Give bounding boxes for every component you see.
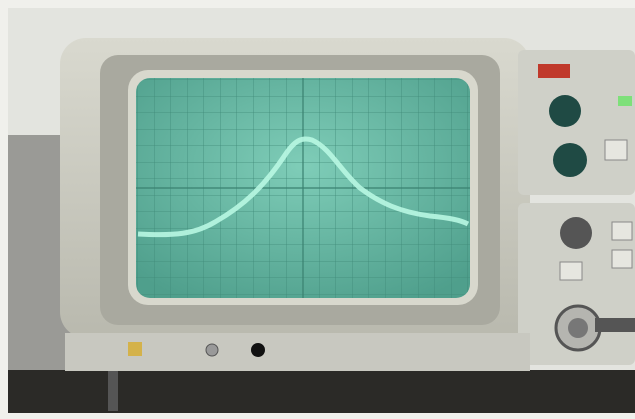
stand xyxy=(108,371,118,411)
table-shadow xyxy=(8,370,635,413)
connector-core xyxy=(568,318,588,338)
button xyxy=(560,262,582,280)
control xyxy=(251,343,265,357)
page xyxy=(0,0,635,419)
knob xyxy=(560,217,592,249)
knob xyxy=(549,95,581,127)
led xyxy=(618,96,632,106)
button xyxy=(612,222,632,240)
control xyxy=(206,344,218,356)
button xyxy=(612,250,632,268)
power-switch xyxy=(128,342,142,356)
button xyxy=(605,140,627,160)
probe-cable xyxy=(595,318,635,332)
oscilloscope-photo xyxy=(0,0,635,419)
knob xyxy=(553,143,587,177)
indicator xyxy=(538,64,570,78)
